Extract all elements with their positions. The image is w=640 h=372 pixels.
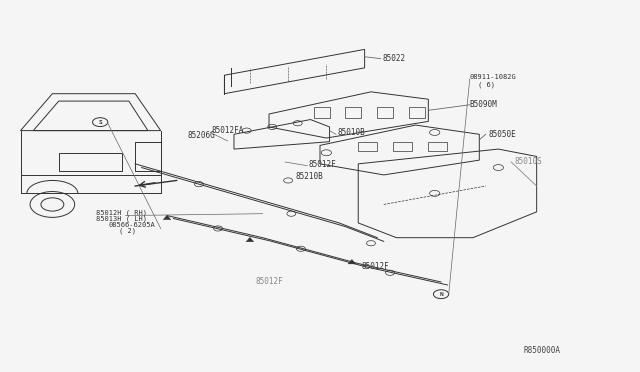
Bar [394, 142, 412, 151]
Bar [135, 142, 161, 171]
Text: 85210B: 85210B [296, 172, 324, 181]
Text: N: N [439, 292, 443, 297]
Bar [314, 107, 330, 118]
Polygon shape [246, 237, 253, 242]
Bar [409, 107, 425, 118]
Polygon shape [163, 215, 171, 219]
Bar [378, 107, 394, 118]
Bar [346, 107, 362, 118]
Bar [59, 153, 122, 171]
Text: R850000A: R850000A [524, 346, 561, 355]
Text: 85206G: 85206G [188, 131, 215, 140]
Text: 85012F: 85012F [255, 278, 283, 286]
Text: 85010S: 85010S [515, 157, 542, 166]
Text: 85012FA: 85012FA [212, 126, 244, 135]
Polygon shape [348, 260, 356, 264]
Text: 85012F: 85012F [308, 160, 336, 169]
Text: ( 2): ( 2) [119, 227, 136, 234]
Text: ( 6): ( 6) [478, 81, 495, 88]
Text: 85022: 85022 [383, 54, 406, 63]
Bar [428, 142, 447, 151]
Text: 08566-6205A: 08566-6205A [108, 222, 155, 228]
Text: 85050E: 85050E [489, 130, 516, 139]
Text: 08911-1082G: 08911-1082G [470, 74, 516, 80]
Text: 85013H ( LH): 85013H ( LH) [96, 215, 147, 222]
Text: B5090M: B5090M [470, 100, 497, 109]
Bar [358, 142, 378, 151]
Text: S: S [99, 120, 102, 125]
Text: 85012F: 85012F [362, 262, 389, 271]
Text: 85012H ( RH): 85012H ( RH) [96, 209, 147, 216]
Text: 85010B: 85010B [337, 128, 365, 137]
